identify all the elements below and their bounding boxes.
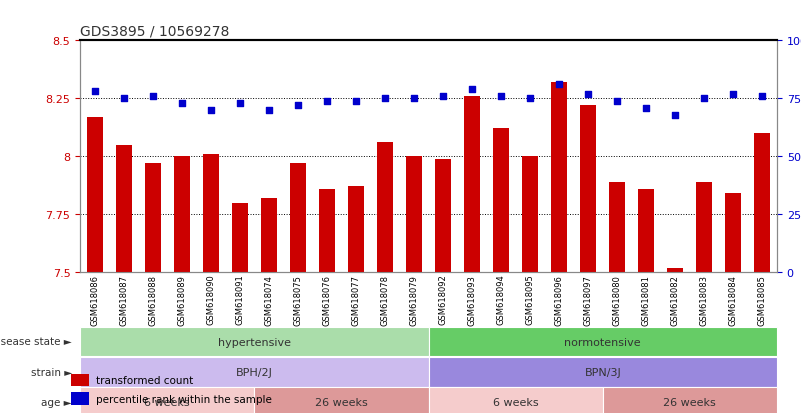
Text: BPH/2J: BPH/2J bbox=[235, 367, 273, 377]
Point bbox=[175, 100, 188, 107]
Bar bbox=[493, 129, 509, 273]
Bar bbox=[522, 157, 538, 273]
Bar bbox=[80, 327, 429, 356]
Point bbox=[233, 100, 246, 107]
Bar bbox=[145, 164, 161, 273]
Point bbox=[320, 98, 333, 105]
Text: disease state ►: disease state ► bbox=[0, 337, 72, 347]
Point bbox=[379, 96, 392, 102]
Point bbox=[495, 93, 508, 100]
Text: BPN/3J: BPN/3J bbox=[585, 367, 621, 377]
Bar bbox=[80, 387, 255, 413]
Point bbox=[88, 89, 101, 95]
Point bbox=[640, 105, 653, 112]
Bar bbox=[696, 183, 712, 273]
Bar bbox=[429, 357, 777, 387]
Bar bbox=[377, 143, 393, 273]
Bar bbox=[231, 203, 248, 273]
Bar bbox=[464, 97, 480, 273]
Bar bbox=[174, 157, 190, 273]
Bar bbox=[638, 189, 654, 273]
Point bbox=[437, 93, 449, 100]
Bar bbox=[80, 357, 429, 387]
Bar bbox=[71, 374, 89, 386]
Point bbox=[582, 91, 594, 98]
Text: percentile rank within the sample: percentile rank within the sample bbox=[96, 394, 272, 404]
Bar bbox=[667, 268, 683, 273]
Point bbox=[611, 98, 624, 105]
Bar bbox=[429, 387, 603, 413]
Bar bbox=[261, 199, 277, 273]
Point bbox=[147, 93, 159, 100]
Text: normotensive: normotensive bbox=[565, 337, 641, 347]
Point bbox=[727, 91, 740, 98]
Bar bbox=[726, 194, 742, 273]
Bar bbox=[203, 154, 219, 273]
Point bbox=[553, 82, 566, 88]
Bar bbox=[319, 189, 335, 273]
Bar bbox=[429, 327, 777, 356]
Bar bbox=[610, 183, 626, 273]
Text: 26 weeks: 26 weeks bbox=[663, 397, 716, 407]
Bar bbox=[406, 157, 422, 273]
Bar bbox=[602, 387, 777, 413]
Text: age ►: age ► bbox=[42, 397, 72, 407]
Point bbox=[204, 107, 217, 114]
Bar bbox=[255, 387, 429, 413]
Point bbox=[524, 96, 537, 102]
Text: 6 weeks: 6 weeks bbox=[493, 397, 538, 407]
Bar bbox=[115, 145, 131, 273]
Bar bbox=[755, 134, 771, 273]
Text: 26 weeks: 26 weeks bbox=[315, 397, 368, 407]
Point bbox=[669, 112, 682, 119]
Text: strain ►: strain ► bbox=[31, 367, 72, 377]
Point bbox=[349, 98, 362, 105]
Text: 6 weeks: 6 weeks bbox=[144, 397, 190, 407]
Bar bbox=[580, 106, 596, 273]
Bar bbox=[348, 187, 364, 273]
Bar bbox=[435, 159, 451, 273]
Point bbox=[756, 93, 769, 100]
Text: GDS3895 / 10569278: GDS3895 / 10569278 bbox=[80, 25, 229, 39]
Bar bbox=[87, 118, 103, 273]
Bar bbox=[71, 392, 89, 405]
Point bbox=[292, 103, 304, 109]
Text: hypertensive: hypertensive bbox=[218, 337, 291, 347]
Point bbox=[408, 96, 421, 102]
Point bbox=[263, 107, 276, 114]
Bar bbox=[290, 164, 306, 273]
Point bbox=[465, 87, 478, 93]
Bar bbox=[551, 83, 567, 273]
Point bbox=[117, 96, 130, 102]
Point bbox=[698, 96, 710, 102]
Text: transformed count: transformed count bbox=[96, 375, 193, 385]
